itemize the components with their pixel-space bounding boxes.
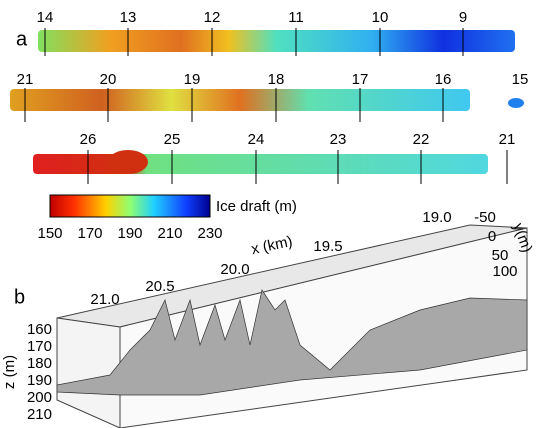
- strip-tick-label: 25: [164, 131, 181, 148]
- z-tick-label: 210: [27, 406, 52, 423]
- strip-tick-label: 17: [352, 71, 369, 88]
- z-tick-label: 160: [27, 321, 52, 338]
- strip-tick-label: 11: [288, 9, 304, 26]
- panel-label: b: [14, 286, 25, 308]
- colorbar: [50, 195, 210, 217]
- figure: a Ice draft (m) b 14 13 12 11 10 9 21 20 19 18 17 1…: [0, 0, 536, 428]
- y-tick-label: -50: [474, 209, 496, 226]
- z-tick-label: 190: [27, 372, 52, 389]
- z-axis-label: z (m): [1, 355, 18, 389]
- strip: [33, 154, 488, 174]
- colorbar-tick-label: 210: [157, 225, 182, 242]
- z-tick-label: 170: [27, 338, 52, 355]
- x-tick-label: 19.5: [313, 238, 342, 255]
- strip-tick-label: 13: [120, 9, 137, 26]
- box-side: [57, 318, 120, 428]
- strip: [38, 30, 515, 52]
- x-tick-label: 20.5: [145, 278, 174, 295]
- strip-tick-label: 21: [499, 131, 516, 148]
- strip-fragment: [108, 150, 148, 174]
- colorbar-tick-label: 190: [117, 225, 142, 242]
- colorbar-tick-label: 150: [37, 225, 62, 242]
- x-tick-label: 19.0: [422, 209, 451, 226]
- strip-tick-label: 15: [512, 71, 529, 88]
- strip-tick-label: 9: [459, 9, 467, 26]
- strip-tick-label: 19: [184, 71, 201, 88]
- panel-label: a: [16, 28, 28, 50]
- z-tick-label: 180: [27, 355, 52, 372]
- strip-tick-label: 20: [100, 71, 117, 88]
- strip-tick-label: 22: [413, 131, 430, 148]
- strip-tick-label: 18: [268, 71, 285, 88]
- strip-fragment: [508, 98, 524, 108]
- strip-tick-label: 16: [435, 71, 452, 88]
- x-tick-label: 20.0: [220, 261, 249, 278]
- colorbar-tick-label: 230: [197, 225, 222, 242]
- x-tick-label: 21.0: [90, 291, 119, 308]
- z-tick-label: 200: [27, 389, 52, 406]
- strip-tick-label: 14: [37, 9, 54, 26]
- x-axis-label: x (km): [250, 233, 294, 258]
- y-tick-label: 100: [492, 263, 517, 280]
- strip-tick-label: 10: [372, 9, 389, 26]
- strip-tick-label: 23: [330, 131, 347, 148]
- strip-tick-label: 21: [17, 71, 34, 88]
- colorbar-label: Ice draft (m): [216, 198, 297, 215]
- strip: [10, 89, 470, 111]
- strip-tick-label: 24: [248, 131, 265, 148]
- strip-tick-label: 26: [80, 131, 97, 148]
- strip-tick-label: 12: [204, 9, 221, 26]
- y-tick-label: 50: [492, 247, 509, 264]
- y-tick-label: 0: [488, 228, 496, 245]
- colorbar-tick-label: 170: [77, 225, 102, 242]
